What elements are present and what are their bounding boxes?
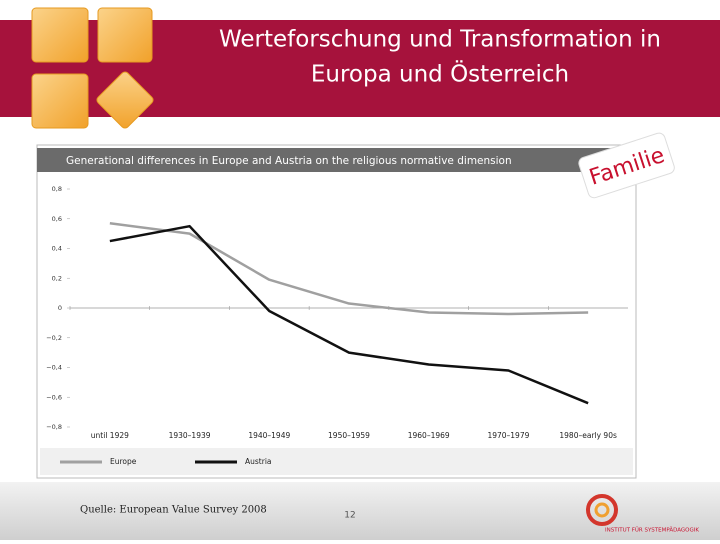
chart-frame bbox=[36, 144, 637, 479]
y-tick-label: −0,8 bbox=[46, 423, 62, 431]
legend-label: Europe bbox=[110, 457, 137, 466]
series-line bbox=[109, 221, 589, 316]
tag-background bbox=[578, 132, 675, 199]
x-tick-label: 1950–1959 bbox=[328, 431, 370, 440]
x-tick-label: until 1929 bbox=[91, 431, 129, 440]
logo-diamond bbox=[96, 71, 154, 129]
logo-square bbox=[97, 7, 153, 63]
x-tick-label: 1930–1939 bbox=[169, 431, 211, 440]
source: Quelle: European Value Survey 2008 bbox=[80, 505, 267, 516]
y-tick-label: 0,4 bbox=[52, 245, 62, 253]
legend-label: Austria bbox=[245, 457, 272, 466]
x-tick-label: 1940–1949 bbox=[248, 431, 290, 440]
logo-square bbox=[31, 7, 89, 63]
slide-title: Europa und Österreich bbox=[311, 60, 569, 88]
logo-mark bbox=[586, 494, 618, 526]
slide-title: Werteforschung und Transformation in bbox=[219, 27, 661, 53]
logo-text: INSTITUT FÜR SYSTEMPÄDAGOGIK bbox=[605, 527, 699, 534]
logo-mark bbox=[594, 502, 610, 518]
chart-title: Generational differences in Europe and A… bbox=[66, 155, 512, 167]
x-tick-label: 1980–early 90s bbox=[559, 431, 617, 440]
footer bbox=[0, 482, 720, 540]
page-number: 12 bbox=[344, 511, 355, 521]
logo-square bbox=[31, 73, 89, 129]
y-tick-label: 0 bbox=[58, 304, 62, 312]
y-tick-label: 0,8 bbox=[52, 185, 62, 193]
x-tick-label: 1960–1969 bbox=[408, 431, 450, 440]
series-line bbox=[109, 224, 589, 405]
y-tick-label: −0,2 bbox=[46, 334, 62, 342]
y-tick-label: 0,2 bbox=[52, 274, 62, 282]
y-tick-label: −0,4 bbox=[46, 364, 62, 372]
chart-header bbox=[37, 148, 636, 172]
legend-box bbox=[40, 448, 633, 475]
y-tick-label: −0,6 bbox=[46, 393, 62, 401]
tag-box: Familie bbox=[578, 132, 675, 199]
y-tick-label: 0,6 bbox=[52, 215, 62, 223]
x-tick-label: 1970–1979 bbox=[487, 431, 529, 440]
